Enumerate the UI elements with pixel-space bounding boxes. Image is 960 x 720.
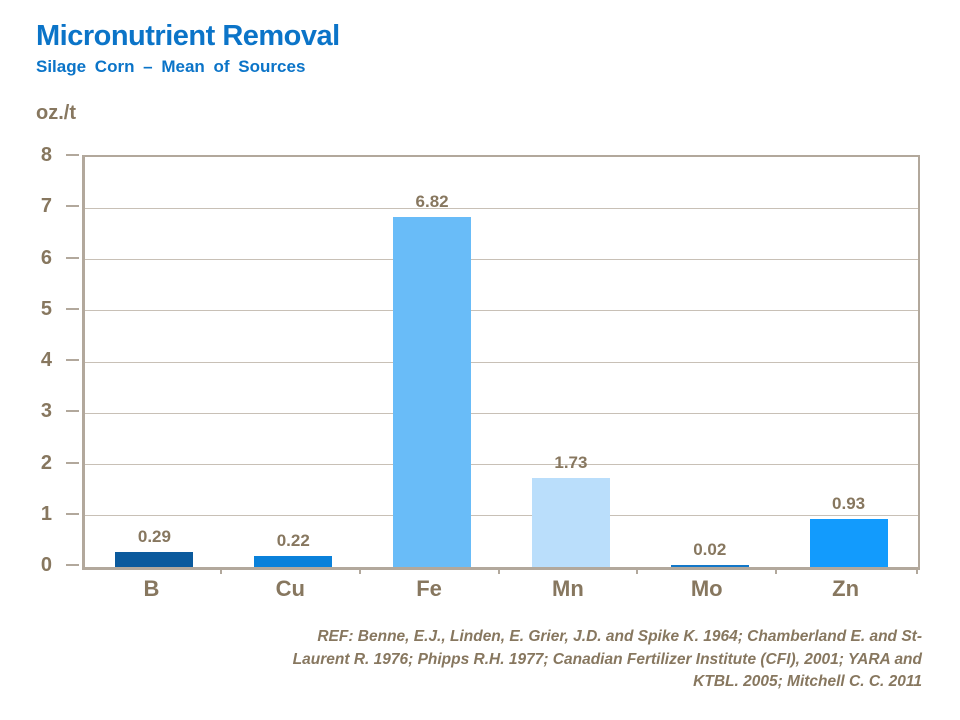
y-axis-tick-label: 8 <box>40 144 52 166</box>
gridline <box>85 207 918 209</box>
bar-B <box>115 552 194 567</box>
y-axis-tick-label: 0 <box>40 554 52 576</box>
y-axis-tick-label: 3 <box>40 400 52 423</box>
x-axis-tick <box>497 568 500 574</box>
y-axis-tick <box>66 307 79 310</box>
reference-line: REF: Benne, E.J., Linden, E. Grier, J.D.… <box>317 628 922 645</box>
chart-title: Micronutrient Removal <box>36 20 340 52</box>
gridline <box>85 361 918 363</box>
x-axis-category-label: Mo <box>690 576 723 601</box>
plot-area: 0.29 0.22 6.82 1.73 0.02 0.93 <box>82 155 920 570</box>
bar-Fe <box>393 217 472 567</box>
gridline <box>85 412 918 414</box>
y-axis-tick-label: 7 <box>40 195 52 218</box>
y-axis-tick <box>66 564 79 566</box>
y-axis-tick-label: 2 <box>40 451 52 474</box>
x-axis-tick <box>219 568 222 574</box>
y-axis-tick <box>66 205 79 208</box>
x-axis-tick <box>636 568 639 574</box>
bar-value-label: 1.73 <box>554 453 588 473</box>
y-axis-tick <box>66 512 79 515</box>
bar-value-label: 0.22 <box>276 530 310 550</box>
y-axis-tick <box>66 256 79 259</box>
y-axis-tick <box>66 410 79 413</box>
bar-value-label: 0.02 <box>693 540 727 559</box>
reference-line: KTBL. 2005; Mitchell C. C. 2011 <box>693 673 922 690</box>
y-axis-tick <box>66 359 79 361</box>
x-axis-category-label: B <box>143 576 160 601</box>
x-axis-tick <box>916 568 918 574</box>
x-axis-tick <box>358 568 361 574</box>
y-axis-tick <box>66 461 79 464</box>
bar-Zn <box>809 519 888 567</box>
bar-value-label: 0.29 <box>137 527 171 547</box>
bar-Mo <box>670 565 749 567</box>
gridline <box>85 464 918 465</box>
bar-value-label: 0.93 <box>832 494 866 514</box>
bar-value-label: 6.82 <box>415 192 449 212</box>
y-axis-unit-label: oz./t <box>36 102 76 124</box>
x-axis-category-label: Zn <box>832 576 860 601</box>
bar-Mn <box>531 478 610 567</box>
y-axis-tick-label: 1 <box>40 502 52 525</box>
y-axis-tick-label: 4 <box>40 349 52 371</box>
bar-Cu <box>254 555 333 567</box>
x-axis-tick <box>775 568 778 574</box>
gridline <box>85 515 918 517</box>
chart-subtitle: Silage Corn – Mean of Sources <box>36 57 306 76</box>
y-axis-tick <box>66 154 79 156</box>
x-axis-category-label: Mn <box>552 576 584 601</box>
x-axis-category-label: Fe <box>416 576 442 601</box>
x-axis-category-label: Cu <box>275 576 305 601</box>
reference-text: REF: Benne, E.J., Linden, E. Grier, J.D.… <box>60 626 922 694</box>
y-axis-tick-label: 6 <box>40 246 52 269</box>
gridline <box>85 259 918 260</box>
gridline <box>85 310 918 312</box>
reference-line: Laurent R. 1976; Phipps R.H. 1977; Canad… <box>292 650 922 668</box>
y-axis-tick-label: 5 <box>40 297 52 320</box>
